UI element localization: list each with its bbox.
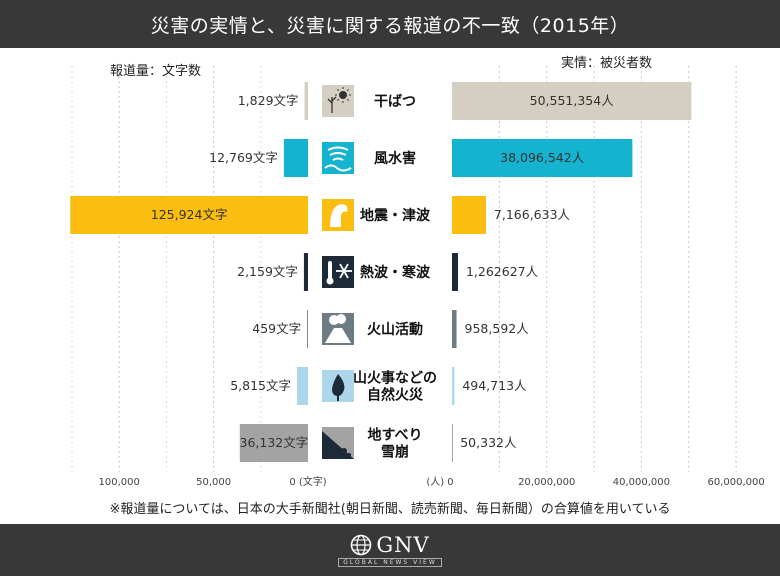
left-value-label: 2,159文字 — [237, 264, 298, 279]
right-bar — [452, 139, 633, 177]
earthquake-tsunami-icon — [322, 199, 354, 231]
wildfire-icon — [322, 370, 354, 402]
left-bar — [304, 82, 308, 120]
right-axis-caption: 実情：被災者数 — [561, 56, 653, 71]
right-value-label: 50,332人 — [460, 435, 517, 450]
chart-title-bar: 災害の実情と、災害に関する報道の不一致（2015年） — [0, 0, 780, 48]
right-value-label: 38,096,542人 — [500, 150, 585, 165]
left-bar — [239, 424, 308, 462]
category-label: 風水害 — [374, 150, 416, 167]
left-tick-label: 0 (文字) — [289, 475, 326, 488]
left-axis-caption: 報道量：文字数 — [110, 64, 202, 79]
left-tick-label: 50,000 — [196, 477, 231, 488]
logo-tagline: GLOBAL NEWS VIEW — [338, 558, 442, 567]
category-label: 自然火災 — [367, 387, 424, 404]
right-tick-label: 20,000,000 — [518, 477, 575, 488]
right-value-label: 50,551,354人 — [530, 93, 615, 108]
gnv-logo: GNV — [350, 533, 429, 557]
footer-bar: GNV GLOBAL NEWS VIEW — [0, 524, 780, 576]
left-bar — [70, 196, 308, 234]
butterfly-bar-chart: 1,829文字 50,551,354人 干ばつ 12,769文字 38,096,542人… — [70, 66, 765, 488]
left-bar — [283, 139, 308, 177]
category-label: 干ばつ — [374, 94, 416, 110]
right-value-label: 1,262627人 — [466, 264, 539, 279]
right-value-label: 494,713人 — [462, 378, 527, 393]
right-bar — [452, 310, 457, 348]
left-bar — [303, 253, 308, 291]
right-tick-label: 40,000,000 — [613, 477, 670, 488]
chart-title: 災害の実情と、災害に関する報道の不一致（2015年） — [150, 14, 630, 37]
left-value-label: 36,132文字 — [240, 435, 309, 450]
category-label: 山火事などの — [353, 370, 437, 387]
right-value-label: 958,592人 — [465, 321, 530, 336]
drought-icon — [322, 85, 354, 117]
globe-icon — [351, 534, 372, 556]
right-tick-label: 60,000,000 — [707, 477, 764, 488]
left-value-label: 5,815文字 — [230, 378, 291, 393]
right-bar — [452, 196, 486, 234]
right-bar — [452, 82, 692, 120]
right-bar — [452, 253, 458, 291]
left-tick-label: 100,000 — [99, 477, 140, 488]
right-value-label: 7,166,633人 — [494, 207, 571, 222]
right-bar — [452, 367, 455, 405]
left-value-label: 459文字 — [252, 321, 301, 336]
category-label: 火山活動 — [367, 321, 423, 338]
left-bar — [297, 367, 308, 405]
heat-cold-wave-icon — [322, 256, 354, 288]
volcano-icon — [322, 313, 354, 345]
left-value-label: 125,924文字 — [151, 207, 228, 222]
storm-icon — [322, 142, 354, 174]
category-label: 地すべり — [367, 427, 422, 444]
category-label: 熱波・寒波 — [360, 264, 431, 281]
right-tick-label: (人) 0 — [426, 476, 453, 488]
left-bar — [307, 310, 308, 348]
landslide-avalanche-icon — [322, 427, 354, 459]
logo-text: GNV — [376, 533, 430, 557]
right-bar — [452, 424, 453, 462]
footnote: ※報道量については、日本の大手新聞社(朝日新聞、読売新聞、毎日新聞）の合算値を用… — [109, 502, 671, 517]
category-label: 雪崩 — [381, 444, 409, 461]
left-value-label: 12,769文字 — [209, 150, 278, 165]
category-label: 地震・津波 — [360, 207, 431, 224]
left-value-label: 1,829文字 — [238, 93, 299, 108]
